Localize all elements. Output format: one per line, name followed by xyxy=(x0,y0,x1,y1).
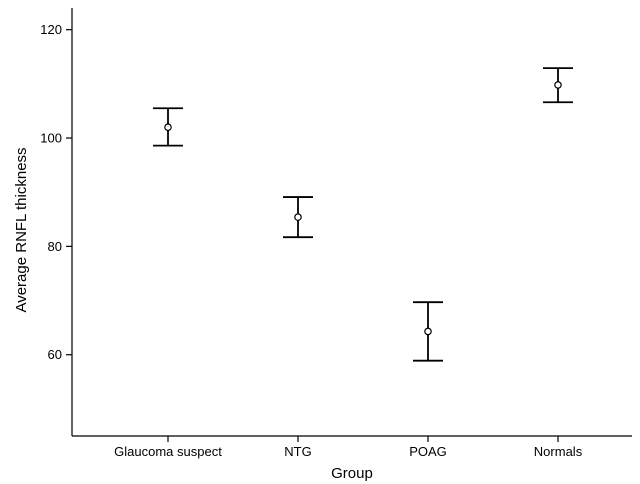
y-axis-label: Average RNFL thickness xyxy=(13,147,30,312)
mean-point xyxy=(424,327,432,336)
y-ticks: 60 80 100 120 xyxy=(40,22,72,362)
x-tick-label: Normals xyxy=(534,444,583,459)
error-bar-group xyxy=(153,107,183,147)
y-tick-label: 80 xyxy=(48,239,62,254)
x-axis-label: Group xyxy=(331,465,373,482)
y-tick-label: 100 xyxy=(40,131,62,146)
mean-point xyxy=(164,123,172,131)
error-bar-group xyxy=(413,301,443,362)
x-tick-label: POAG xyxy=(409,444,447,459)
x-tick-label: Glaucoma suspect xyxy=(114,444,222,459)
error-bar-group xyxy=(543,67,573,104)
y-tick-label: 120 xyxy=(40,22,62,37)
error-bar-group xyxy=(283,196,313,239)
mean-point xyxy=(294,213,302,221)
x-ticks: Glaucoma suspect NTG POAG Normals xyxy=(114,436,583,459)
y-tick-label: 60 xyxy=(48,347,62,362)
mean-point xyxy=(554,81,562,89)
error-bars xyxy=(153,67,573,362)
axes xyxy=(71,8,632,437)
x-tick-label: NTG xyxy=(284,444,311,459)
